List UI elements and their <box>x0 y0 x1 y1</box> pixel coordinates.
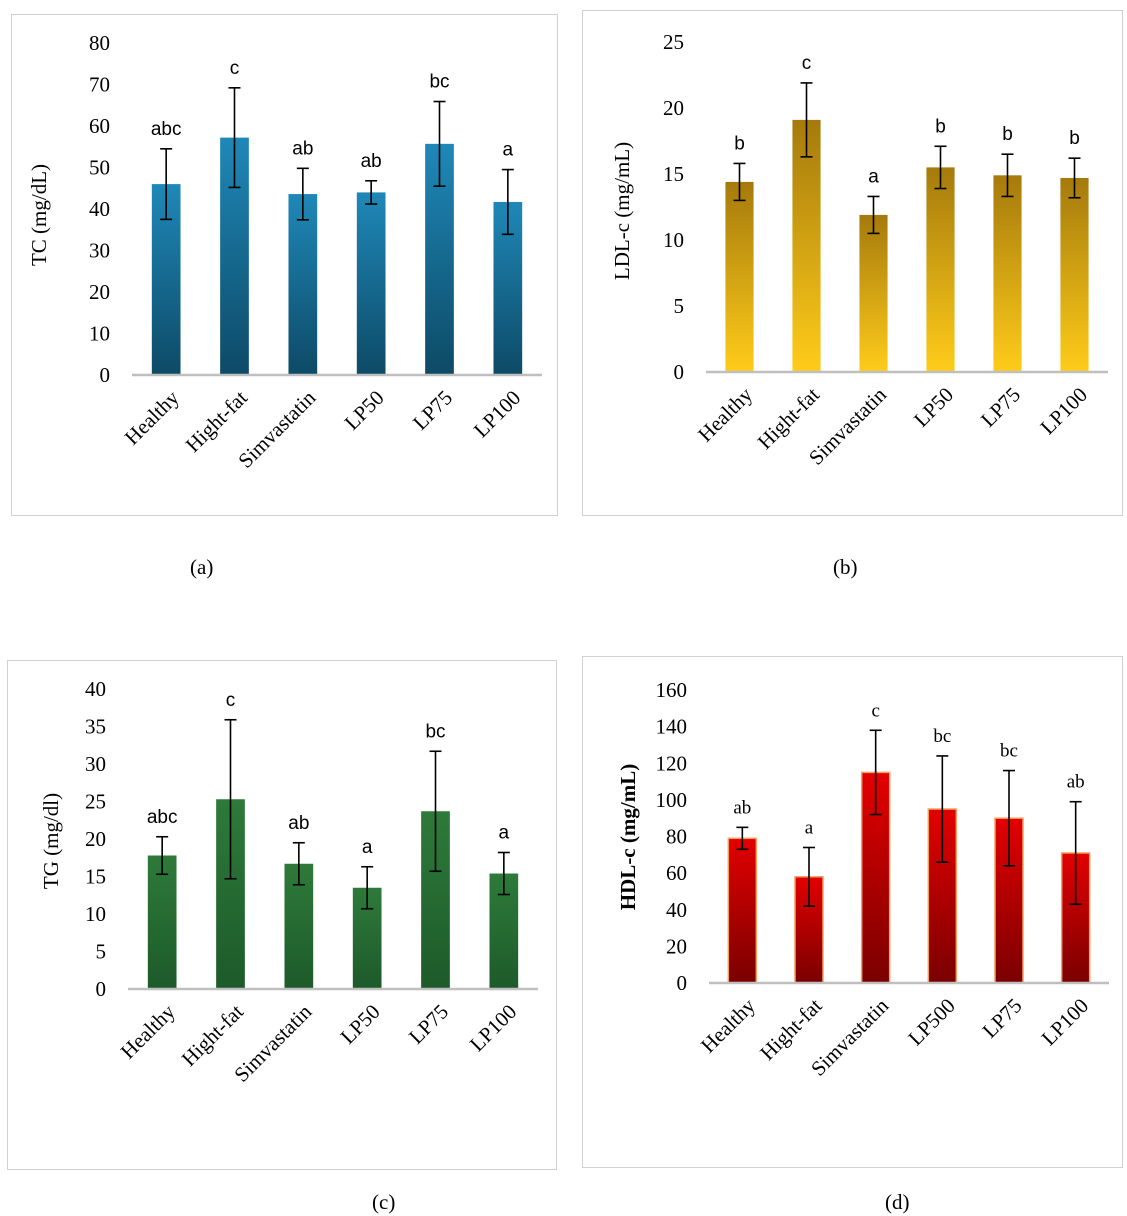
y-tick-label: 20 <box>666 934 687 958</box>
y-tick-label: 70 <box>89 73 110 97</box>
y-tick-label: 35 <box>85 715 106 739</box>
significance-label: bc <box>1000 741 1018 762</box>
y-tick-label: 30 <box>89 239 110 263</box>
category-label: Healthy <box>120 385 184 449</box>
caption-b: (b) <box>833 555 858 579</box>
category-label: LP50 <box>340 386 389 435</box>
significance-label: ab <box>1067 772 1085 793</box>
significance-label: b <box>1002 124 1013 145</box>
caption-d: (d) <box>885 1190 910 1214</box>
y-tick-label: 60 <box>89 114 110 138</box>
y-tick-label: 15 <box>663 162 684 186</box>
y-axis-label: LDL-c (mg/mL) <box>610 142 634 280</box>
y-tick-label: 5 <box>674 294 685 318</box>
significance-label: a <box>805 817 814 838</box>
bar <box>727 837 758 984</box>
bar <box>926 167 955 372</box>
significance-label: c <box>230 58 240 79</box>
category-label: LP100 <box>469 386 526 443</box>
y-tick-label: 10 <box>89 322 110 346</box>
y-axis-label: TC (mg/dL) <box>27 164 51 266</box>
bar <box>147 855 177 989</box>
y-tick-label: 20 <box>89 280 110 304</box>
significance-label: bc <box>425 721 445 742</box>
y-axis-label: TG (mg/dl) <box>39 793 63 889</box>
bar <box>288 194 318 375</box>
significance-label: bc <box>429 72 449 93</box>
significance-label: a <box>503 140 514 161</box>
category-label: Healthy <box>693 382 757 446</box>
y-tick-label: 15 <box>85 865 106 889</box>
y-tick-label: 80 <box>666 825 687 849</box>
significance-label: abc <box>147 807 178 828</box>
category-label: LP75 <box>404 1000 453 1049</box>
significance-label: b <box>935 116 946 137</box>
y-tick-label: 40 <box>666 898 687 922</box>
significance-label: abc <box>151 119 182 140</box>
y-tick-label: 60 <box>666 861 687 885</box>
significance-label: a <box>362 837 373 858</box>
bar <box>993 175 1022 372</box>
significance-label: ab <box>733 797 751 818</box>
significance-label: b <box>1069 128 1080 149</box>
y-tick-label: 10 <box>85 902 106 926</box>
chart-panel-d: 0 20 40 60 80 100 120 140 160 HDL-c (mg/mL) ab Heal… <box>582 656 1123 1168</box>
y-tick-label: 80 <box>89 31 110 55</box>
caption-a: (a) <box>190 555 214 579</box>
y-tick-label: 160 <box>656 678 688 702</box>
category-label: LP50 <box>336 1000 385 1049</box>
bar <box>859 214 888 372</box>
bar <box>356 192 386 375</box>
category-label: LP75 <box>976 383 1025 432</box>
caption-c: (c) <box>372 1190 396 1214</box>
category-label: LP100 <box>1035 383 1092 440</box>
significance-label: c <box>226 690 236 711</box>
y-tick-label: 100 <box>656 788 688 812</box>
y-tick-label: 120 <box>656 751 688 775</box>
y-tick-label: 0 <box>674 360 685 384</box>
y-tick-label: 25 <box>663 30 684 54</box>
category-label: LP100 <box>1037 994 1094 1051</box>
bar <box>1060 177 1089 372</box>
category-label: LP100 <box>465 1000 522 1057</box>
bar <box>725 181 754 372</box>
significance-label: bc <box>933 726 951 747</box>
significance-label: c <box>871 700 879 721</box>
category-label: LP50 <box>909 383 958 432</box>
y-tick-label: 140 <box>656 715 688 739</box>
bar <box>792 119 821 372</box>
category-label: Healthy <box>696 993 760 1057</box>
y-tick-label: 0 <box>96 977 107 1001</box>
y-tick-label: 40 <box>85 677 106 701</box>
significance-label: b <box>734 133 745 154</box>
y-tick-label: 50 <box>89 156 110 180</box>
significance-label: c <box>802 53 812 74</box>
y-tick-label: 0 <box>100 363 111 387</box>
y-tick-label: 10 <box>663 228 684 252</box>
chart-panel-b: 0 5 10 15 20 25 LDL-c (mg/mL) b Healthy c Hight-fa… <box>582 10 1123 516</box>
y-tick-label: 0 <box>677 971 688 995</box>
y-tick-label: 20 <box>663 96 684 120</box>
category-label: LP500 <box>903 994 960 1051</box>
significance-label: a <box>499 823 510 844</box>
significance-label: a <box>868 166 879 187</box>
category-label: LP75 <box>977 994 1026 1043</box>
y-tick-label: 25 <box>85 790 106 814</box>
significance-label: ab <box>288 813 309 834</box>
category-label: LP75 <box>408 386 457 435</box>
chart-panel-c: 0 5 10 15 20 25 30 35 40 TG (mg/dl) abc Healthy c Hig… <box>7 660 557 1170</box>
category-label: Healthy <box>116 999 180 1063</box>
significance-label: ab <box>361 151 382 172</box>
significance-label: ab <box>292 138 313 159</box>
y-tick-label: 40 <box>89 197 110 221</box>
y-tick-label: 30 <box>85 752 106 776</box>
y-axis-label: HDL-c (mg/mL) <box>616 764 640 910</box>
hdl-bar-chart: 0 20 40 60 80 100 120 140 160 HDL-c (mg/mL) ab Heal… <box>616 678 1109 1081</box>
y-tick-label: 5 <box>96 940 107 964</box>
y-tick-label: 20 <box>85 827 106 851</box>
chart-panel-a: 0 10 20 30 40 50 60 70 80 TC (mg/dL) abc Healthy c Hi… <box>11 14 558 516</box>
